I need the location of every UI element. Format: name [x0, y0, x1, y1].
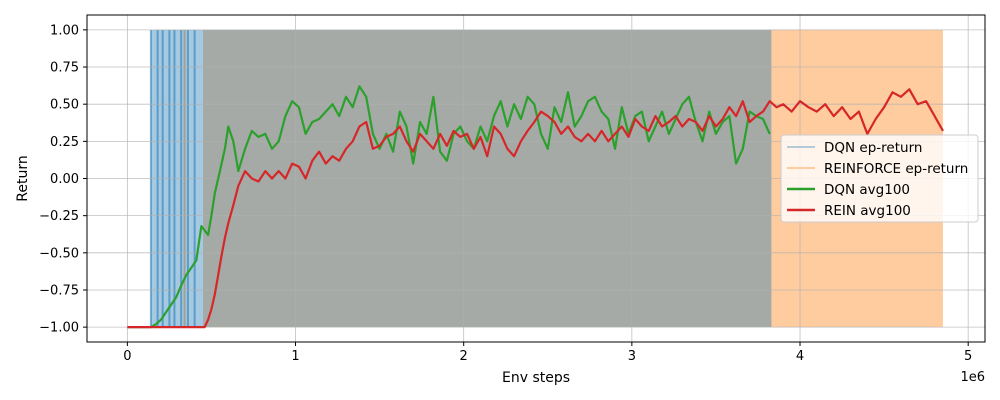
- legend-box: [780, 134, 979, 223]
- y-tick-label: 0.00: [50, 172, 79, 187]
- dqn-avg100-line: [127, 85, 771, 329]
- x-tick-label: 2: [460, 349, 468, 364]
- y-tick-label: −0.50: [39, 246, 79, 261]
- y-axis-ticks: −1.00 −0.75 −0.50 −0.25 0.00 0.25 0.50 0.75 1.00: [39, 23, 87, 336]
- series-lines: [127, 85, 944, 329]
- y-tick-label: 0.25: [50, 135, 79, 150]
- y-tick-label: 0.50: [50, 98, 79, 113]
- x-tick-label: 1: [291, 349, 299, 364]
- x-axis-title: Env steps: [502, 370, 570, 386]
- legend-label: REINFORCE ep-return: [824, 161, 968, 177]
- legend-label: DQN avg100: [824, 182, 910, 198]
- x-tick-label: 3: [628, 349, 636, 364]
- legend-label: DQN ep-return: [824, 140, 922, 156]
- x-tick-label: 5: [964, 349, 972, 364]
- y-tick-label: −1.00: [39, 321, 79, 336]
- legend-label: REIN avg100: [824, 203, 911, 219]
- x-axis-ticks: 0 1 2 3 4 5: [123, 342, 972, 364]
- y-tick-label: −0.75: [39, 283, 79, 298]
- rein-avg100-line: [127, 88, 944, 329]
- x-tick-label: 0: [123, 349, 131, 364]
- y-tick-label: 1.00: [50, 23, 79, 38]
- y-tick-label: 0.75: [50, 61, 79, 76]
- x-axis-offset-label: 1e6: [960, 370, 985, 385]
- x-tick-label: 4: [796, 349, 804, 364]
- legend: DQN ep-return REINFORCE ep-return DQN avg1…: [780, 134, 979, 223]
- y-tick-label: −0.25: [39, 209, 79, 224]
- y-axis-title: Return: [15, 155, 31, 201]
